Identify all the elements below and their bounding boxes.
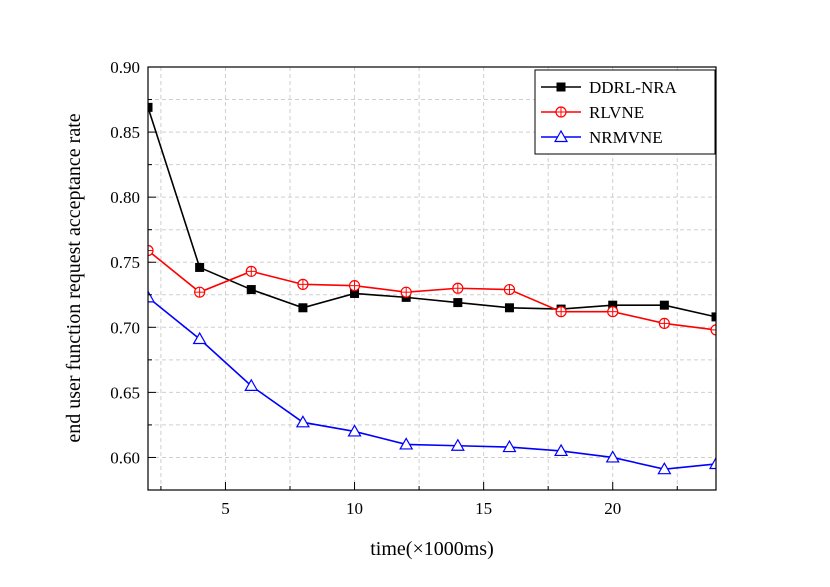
data-point-rlvne xyxy=(400,286,412,298)
series-line-ddrl-nra xyxy=(148,107,716,318)
legend-label: NRMVNE xyxy=(589,128,663,147)
y-tick-label: 0.80 xyxy=(110,188,140,207)
data-point-ddrl-nra xyxy=(148,102,153,112)
data-point-rlvne xyxy=(148,244,154,257)
x-tick-label: 15 xyxy=(475,499,492,518)
legend-item-ddrl-nra: DDRL-NRA xyxy=(541,78,678,97)
data-point-ddrl-nra xyxy=(711,312,716,322)
x-tick-label: 20 xyxy=(604,499,621,518)
legend-marker xyxy=(553,129,569,143)
data-point-nrmvne xyxy=(192,331,207,345)
data-point-ddrl-nra xyxy=(659,300,669,310)
data-point-nrmvne xyxy=(347,424,362,437)
series-line-rlvne xyxy=(148,249,716,331)
axis-ticks xyxy=(148,66,678,491)
x-tick-label: 10 xyxy=(346,499,363,518)
data-point-nrmvne xyxy=(502,439,517,453)
data-point-nrmvne xyxy=(295,415,310,428)
data-point-rlvne xyxy=(452,282,464,294)
y-tick-label: 0.65 xyxy=(110,383,140,402)
data-point-rlvne xyxy=(348,280,361,292)
data-point-rlvne xyxy=(194,286,206,298)
legend-label: DDRL-NRA xyxy=(589,78,678,97)
y-tick-label: 0.75 xyxy=(110,253,140,272)
y-tick-label: 0.85 xyxy=(110,123,140,142)
series-group xyxy=(148,102,716,475)
y-tick-labels: 0.60 0.65 0.70 0.75 0.80 0.85 0.90 xyxy=(110,58,140,467)
data-point-nrmvne xyxy=(399,437,414,450)
data-point-ddrl-nra xyxy=(195,262,205,272)
y-tick-label: 0.90 xyxy=(110,58,140,77)
data-point-nrmvne xyxy=(605,450,620,463)
series-line-nrmvne xyxy=(148,296,716,470)
legend-marker xyxy=(556,82,566,92)
data-point-rlvne xyxy=(607,306,619,318)
x-tick-labels: 5 10 15 20 xyxy=(221,499,621,518)
data-point-ddrl-nra xyxy=(298,303,308,313)
data-point-nrmvne xyxy=(554,443,569,457)
data-point-ddrl-nra xyxy=(350,288,360,298)
data-point-nrmvne xyxy=(148,290,156,303)
data-point-rlvne xyxy=(658,317,670,330)
data-point-ddrl-nra xyxy=(608,300,618,310)
data-point-ddrl-nra xyxy=(504,303,514,313)
data-point-rlvne xyxy=(503,283,516,296)
x-tick-label: 5 xyxy=(221,499,230,518)
series-rlvne xyxy=(148,244,716,336)
data-point-ddrl-nra xyxy=(453,298,463,308)
y-axis-label: end user function request acceptance rat… xyxy=(63,113,85,442)
series-nrmvne xyxy=(148,290,716,475)
data-point-nrmvne xyxy=(244,378,259,391)
data-point-nrmvne xyxy=(657,461,672,475)
data-point-nrmvne xyxy=(708,456,716,470)
plot-border xyxy=(147,66,717,491)
data-point-nrmvne xyxy=(450,438,465,451)
x-axis-label: time(×1000ms) xyxy=(370,538,494,560)
y-tick-label: 0.60 xyxy=(110,448,140,467)
data-point-rlvne xyxy=(710,324,716,336)
legend: DDRL-NRA RLVNE NRMVNE xyxy=(534,69,716,155)
data-point-rlvne xyxy=(555,306,567,318)
legend-item-rlvne: RLVNE xyxy=(541,103,644,122)
legend-label: RLVNE xyxy=(589,103,644,122)
data-point-rlvne xyxy=(297,278,309,290)
data-point-ddrl-nra xyxy=(246,285,256,295)
legend-item-nrmvne: NRMVNE xyxy=(541,128,663,147)
data-point-rlvne xyxy=(245,265,257,277)
legend-marker xyxy=(555,106,567,118)
y-tick-label: 0.70 xyxy=(110,318,140,337)
